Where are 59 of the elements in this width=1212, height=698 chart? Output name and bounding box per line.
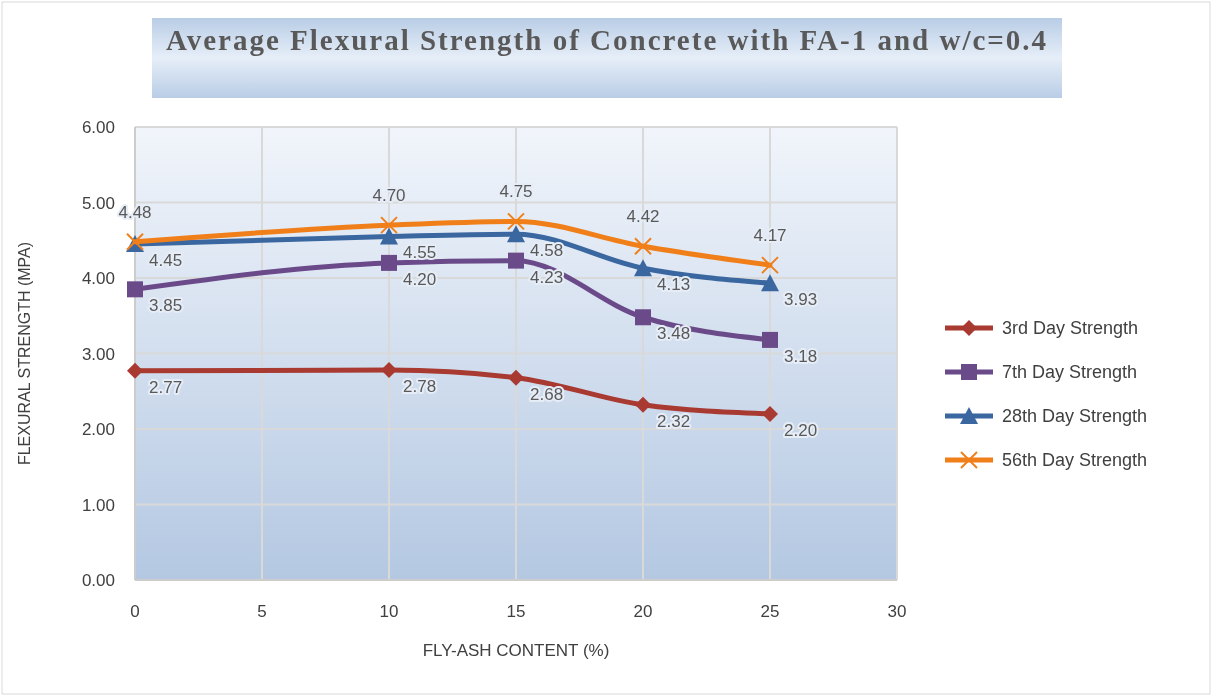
- point: [380, 216, 398, 235]
- data-label: 4.17: [753, 226, 787, 246]
- point: [761, 256, 779, 275]
- data-label: 4.75: [499, 182, 533, 202]
- data-label: 4.45: [149, 251, 183, 271]
- data-label: 4.42: [626, 207, 660, 227]
- point: [508, 252, 524, 269]
- point: [634, 259, 652, 277]
- data-label: 3.48: [657, 324, 691, 344]
- point: [635, 309, 651, 326]
- x-tick-label: 5: [257, 602, 267, 621]
- y-tick-label: 3.00: [81, 344, 115, 364]
- point: [635, 396, 651, 413]
- data-label: 4.58: [530, 241, 564, 261]
- y-tick-label: 2.00: [81, 420, 115, 439]
- data-label: 4.20: [403, 269, 437, 289]
- y-tick-label: 6.00: [81, 118, 115, 137]
- point: [381, 254, 397, 271]
- data-label: 3.18: [784, 346, 818, 366]
- point: [507, 212, 525, 231]
- chart-title: Average Flexural Strength of Concrete with FA-1 and w/c=0.4: [164, 23, 1050, 58]
- point: [381, 362, 397, 379]
- data-label: 4.13: [657, 275, 691, 295]
- x-axis-title: FLY-ASH CONTENT (%): [422, 641, 610, 660]
- data-label: 2.20: [784, 420, 818, 440]
- data-label: 2.78: [403, 377, 437, 397]
- x-tick-label: 30: [887, 602, 907, 621]
- x-tick-label: 0: [130, 602, 140, 621]
- point: [508, 369, 524, 386]
- data-label: 4.70: [372, 186, 406, 206]
- point: [634, 237, 652, 256]
- y-tick-label: 0.00: [81, 571, 115, 590]
- data-label: 2.32: [657, 411, 691, 431]
- data-label: 3.85: [149, 296, 183, 316]
- point: [127, 281, 143, 298]
- point: [761, 274, 779, 292]
- data-label: 2.77: [149, 377, 183, 397]
- x-tick-label: 15: [506, 602, 526, 621]
- data-label: 3.93: [784, 290, 818, 310]
- point: [380, 227, 398, 245]
- point: [507, 225, 525, 243]
- y-tick-label: 5.00: [81, 193, 115, 213]
- point: [762, 405, 778, 422]
- x-tick-label: 25: [760, 602, 780, 621]
- legend-label: 28th Day Strength: [1002, 406, 1148, 426]
- legend-label: 56th Day Strength: [1002, 450, 1148, 470]
- y-tick-label: 4.00: [81, 269, 115, 288]
- legend-label: 7th Day Strength: [1002, 362, 1138, 382]
- point: [127, 362, 143, 379]
- y-tick-label: 1.00: [81, 495, 115, 515]
- x-tick-label: 10: [379, 602, 399, 621]
- x-tick-label: 20: [633, 602, 653, 621]
- data-label: 2.68: [530, 384, 564, 404]
- point: [762, 331, 778, 348]
- data-label: 4.23: [530, 267, 564, 287]
- data-label: 4.55: [403, 243, 437, 263]
- data-label: 4.48: [118, 202, 152, 222]
- legend-label: 3rd Day Strength: [1002, 318, 1139, 338]
- y-axis-title: FLEXURAL STRENGTH (MPA): [16, 241, 33, 466]
